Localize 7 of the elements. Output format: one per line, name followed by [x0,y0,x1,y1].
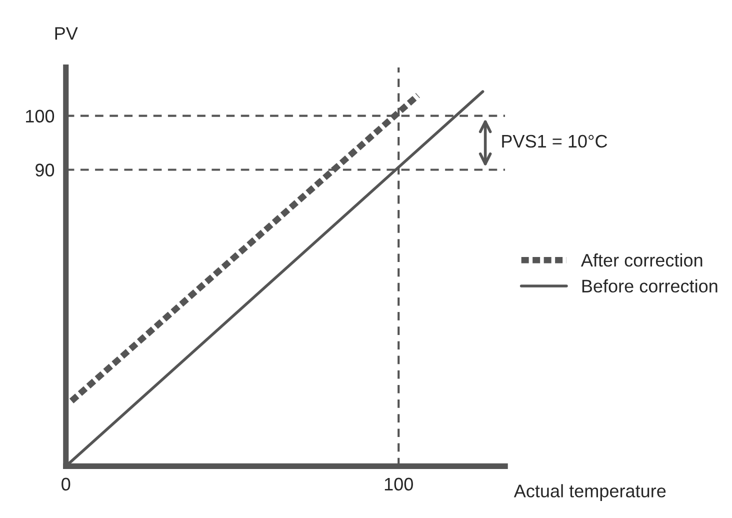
annotation: PVS1 = 10°C [502,134,608,148]
y-tick-label: 90 [36,164,54,176]
x-axis-title: Actual temperature [514,484,666,501]
legend-label: After correction [580,253,702,267]
y-axis-title: PV [55,27,78,40]
x-tick-label: 0 [62,478,70,491]
legend-label: Before correction [582,279,718,293]
